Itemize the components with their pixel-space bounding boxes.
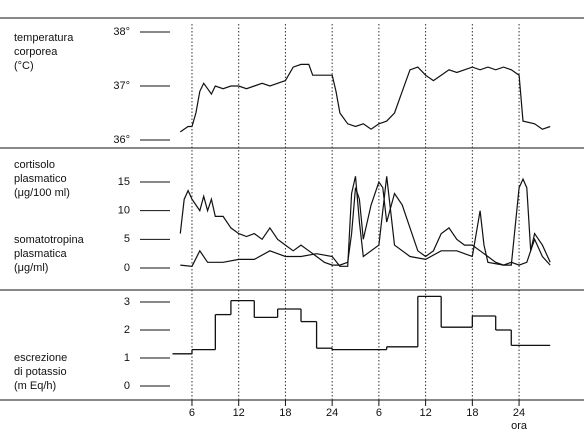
axis-label: (m Eq/h) (14, 380, 56, 392)
axis-label: corporea (14, 46, 58, 58)
axis-label: (°C) (14, 60, 34, 72)
x-tick-label: 18 (466, 407, 478, 419)
x-tick-label: 24 (513, 407, 525, 419)
x-tick-label: 6 (376, 407, 382, 419)
y-tick-label: 15 (118, 176, 130, 188)
line-series (179, 63, 551, 133)
legend-label: cortisolo (14, 159, 55, 171)
legend-label: (μg/ml) (14, 262, 48, 274)
axis-label: di potassio (14, 366, 67, 378)
y-tick-label: 36° (113, 134, 130, 146)
legend-label: plasmatica (14, 248, 67, 260)
axis-label: temperatura (14, 32, 74, 44)
legend-label: (μg/100 ml) (14, 187, 70, 199)
line-series (179, 177, 551, 266)
x-tick-label: 18 (279, 407, 291, 419)
y-tick-label: 38° (113, 26, 130, 38)
line-series (180, 176, 551, 267)
y-tick-label: 0 (124, 380, 130, 392)
y-tick-label: 1 (124, 352, 130, 364)
x-tick-label: 24 (326, 407, 338, 419)
x-tick-label: 6 (189, 407, 195, 419)
legend-label: plasmatico (14, 173, 67, 185)
y-tick-label: 10 (118, 205, 130, 217)
y-tick-label: 2 (124, 324, 130, 336)
x-axis-label: ora (511, 420, 528, 432)
axis-label: escrezione (14, 352, 67, 364)
x-tick-label: 12 (233, 407, 245, 419)
y-tick-label: 37° (113, 80, 130, 92)
y-tick-label: 0 (124, 262, 130, 274)
x-tick-label: 12 (419, 407, 431, 419)
legend-label: somatotropina (14, 234, 85, 246)
y-tick-label: 5 (124, 233, 130, 245)
y-tick-label: 3 (124, 296, 130, 308)
